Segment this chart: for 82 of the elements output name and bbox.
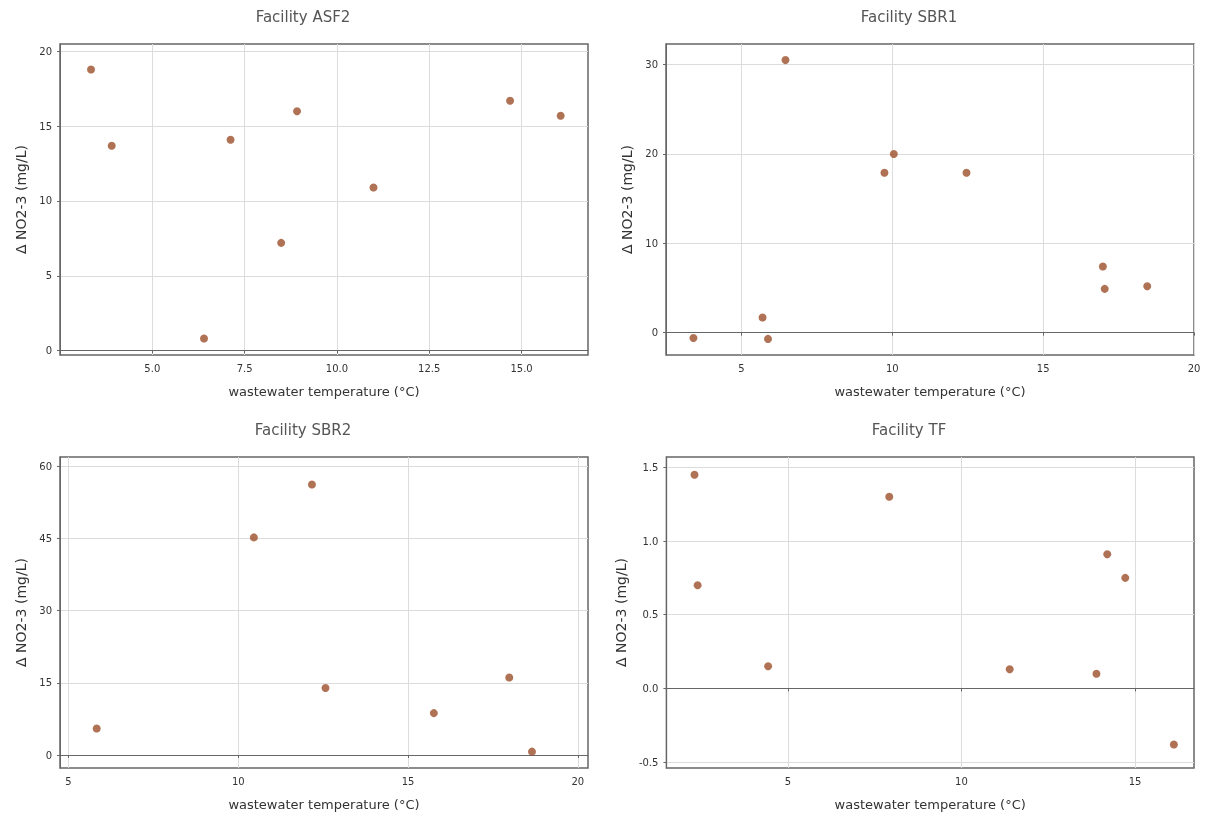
y-tick-label: 0 <box>651 327 658 339</box>
x-tick-label: 10.0 <box>325 362 349 374</box>
point <box>1103 550 1112 559</box>
point <box>880 168 889 177</box>
y-axis-title: Δ NO2-3 (mg/L) <box>13 145 30 254</box>
x-tick-label: 5 <box>784 775 792 787</box>
y-tick-label: 0.5 <box>642 609 659 621</box>
y-tick-label: 15 <box>39 120 52 132</box>
y-tick-label: 1.0 <box>642 535 659 547</box>
x-tick-label: 10 <box>885 362 899 374</box>
y-tick-label: 45 <box>39 532 52 544</box>
point <box>763 334 772 343</box>
x-tick-label: 15 <box>1128 775 1142 787</box>
point <box>885 492 894 501</box>
point <box>1098 262 1107 271</box>
point <box>689 334 698 343</box>
y-axis-title: Δ NO2-3 (mg/L) <box>613 558 629 667</box>
y-tick-label: 15 <box>39 677 52 689</box>
point <box>758 313 767 322</box>
x-tick-label: 5 <box>738 362 745 374</box>
point <box>87 65 96 74</box>
x-tick-label: 15 <box>1036 362 1050 374</box>
y-tick-label: 1.5 <box>642 461 659 473</box>
point <box>1005 665 1014 674</box>
x-tick-label: 15.0 <box>510 362 533 374</box>
point <box>693 581 702 590</box>
y-tick-label: 30 <box>645 59 658 71</box>
point <box>506 96 515 105</box>
y-tick-label: 0 <box>45 749 52 761</box>
y-axis-title: Δ NO2-3 (mg/L) <box>619 145 636 254</box>
chart-title: Facility SBR1 <box>860 7 958 26</box>
point <box>277 238 286 247</box>
point <box>249 533 258 542</box>
point <box>107 141 116 150</box>
y-tick-label: 60 <box>39 460 52 472</box>
point <box>889 149 898 158</box>
point <box>92 724 101 733</box>
y-tick-label: 20 <box>645 148 658 160</box>
y-tick-label: -0.5 <box>638 756 659 768</box>
x-tick-label: 5 <box>65 775 72 787</box>
point <box>505 673 514 682</box>
chart-title: Facility ASF2 <box>255 7 351 26</box>
x-tick-label: 20 <box>1187 362 1201 374</box>
point <box>1121 573 1130 582</box>
y-tick-label: 0 <box>45 345 52 357</box>
point <box>962 168 971 177</box>
x-axis-title: wastewater temperature (°C) <box>228 384 420 399</box>
point <box>764 662 773 671</box>
x-axis-title: wastewater temperature (°C) <box>228 797 420 812</box>
x-tick-label: 10 <box>231 775 245 787</box>
point <box>690 470 699 479</box>
point <box>226 135 235 144</box>
point <box>1169 740 1178 749</box>
y-tick-label: 0.0 <box>642 682 659 694</box>
point <box>321 684 330 693</box>
point <box>429 709 438 718</box>
point <box>200 334 208 343</box>
y-tick-label: 10 <box>39 195 52 207</box>
point <box>1092 669 1101 678</box>
x-tick-label: 15 <box>401 775 415 787</box>
chart-title: Facility TF <box>871 420 947 439</box>
x-axis-title: wastewater temperature (°C) <box>834 797 1026 812</box>
x-tick-label: 12.5 <box>418 362 441 374</box>
x-tick-label: 20 <box>571 775 585 787</box>
point <box>1143 282 1152 291</box>
y-tick-label: 20 <box>39 45 52 57</box>
point <box>307 480 316 489</box>
x-tick-label: 7.5 <box>236 362 253 374</box>
y-axis-title: Δ NO2-3 (mg/L) <box>13 558 30 667</box>
x-tick-label: 10 <box>955 775 968 787</box>
point <box>293 107 302 116</box>
point <box>527 747 536 756</box>
point <box>369 183 378 192</box>
point <box>556 111 565 120</box>
y-tick-label: 5 <box>45 270 52 282</box>
x-axis-title: wastewater temperature (°C) <box>834 384 1026 399</box>
point <box>781 56 790 65</box>
point <box>1100 284 1109 293</box>
y-tick-label: 30 <box>39 605 52 617</box>
chart-title: Facility SBR2 <box>254 420 352 439</box>
y-tick-label: 10 <box>645 237 658 249</box>
x-tick-label: 5.0 <box>144 362 161 374</box>
